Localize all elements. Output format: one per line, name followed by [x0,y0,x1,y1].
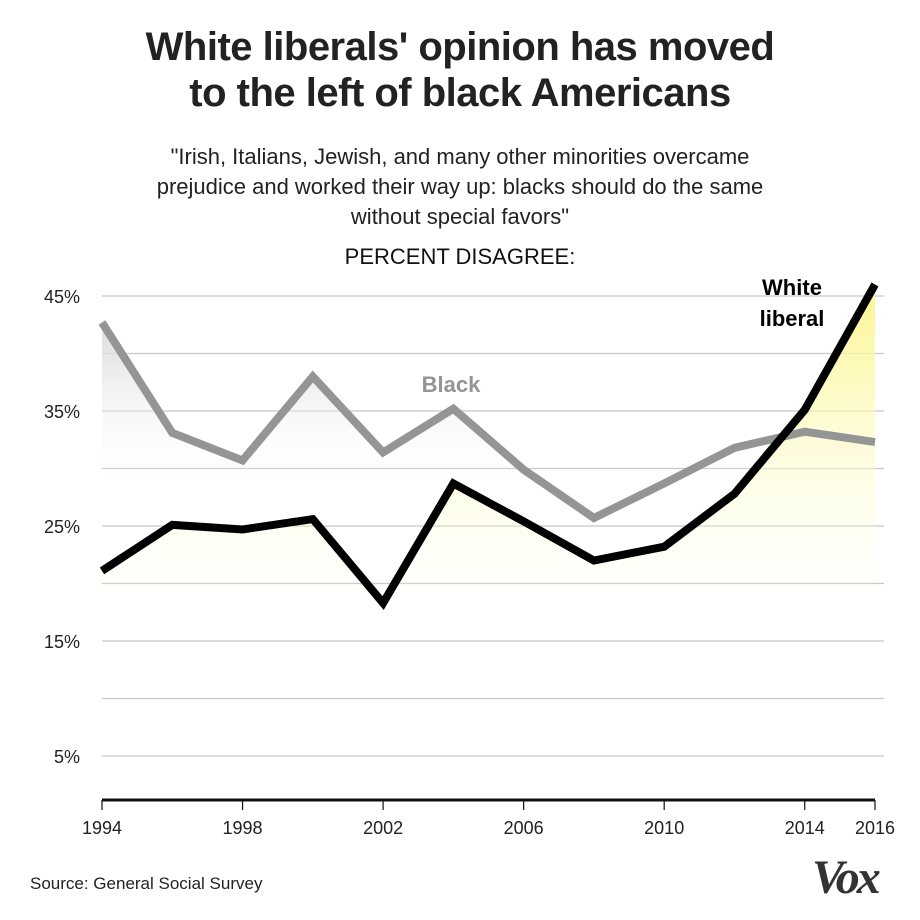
vox-logo: Vox [812,851,881,904]
y-tick-label: 35% [44,402,80,422]
source-note: Source: General Social Survey [30,874,263,893]
area-black [102,322,875,518]
x-tick-label: 2002 [363,818,403,838]
y-tick-label: 15% [44,632,80,652]
labels: Black White liberal [422,275,825,397]
subtitle-line-2: prejudice and worked their way up: black… [156,174,764,199]
x-axis: 1994 1998 2002 2006 2010 2014 2016 [82,798,895,838]
series-label-white-liberal-line-1: White [762,275,822,300]
subtitle-line-3: without special favors" [350,204,570,229]
series-label-black: Black [422,372,481,397]
line-black [98,320,876,523]
x-tick-label: 1998 [223,818,263,838]
y-tick-label: 45% [44,287,80,307]
x-tick-label: 2010 [644,818,684,838]
series-label-white-liberal-line-2: liberal [760,306,825,331]
x-tick-label: 2014 [785,818,825,838]
y-tick-label: 25% [44,517,80,537]
chart-title-line-1: White liberals' opinion has moved [145,25,775,69]
chart-title: White liberals' opinion has moved to the… [0,24,920,116]
y-tick-label: 5% [54,747,80,767]
measure-label: PERCENT DISAGREE: [344,244,576,269]
x-tick-label: 1994 [82,818,122,838]
series-lines [98,282,879,610]
chart-subtitle: "Irish, Italians, Jewish, and many other… [60,142,860,232]
line-white-liberal [99,282,879,610]
x-tick-label: 2016 [855,818,895,838]
subtitle-line-1: "Irish, Italians, Jewish, and many other… [170,144,750,169]
x-tick-label: 2006 [504,818,544,838]
chart-title-line-2: to the left of black Americans [189,71,731,115]
